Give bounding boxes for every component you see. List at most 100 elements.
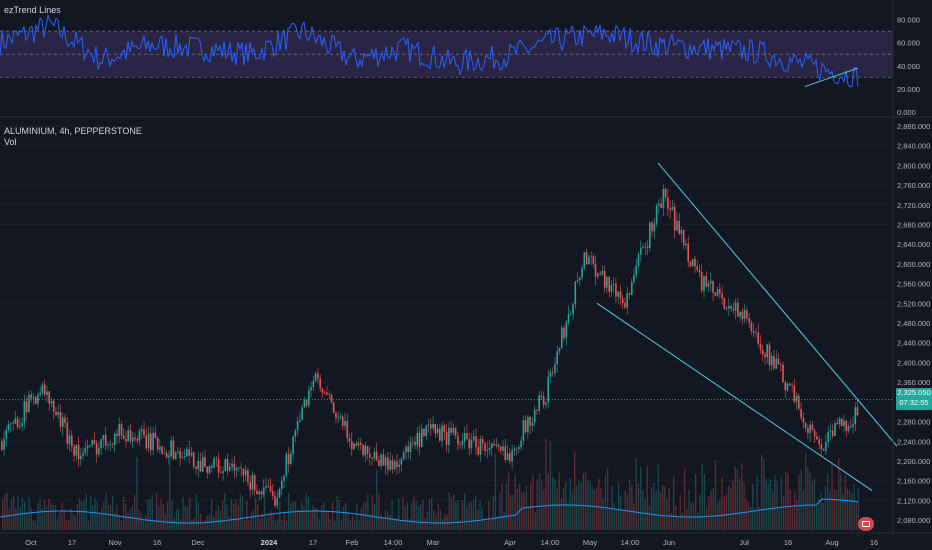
candle-body <box>120 423 123 436</box>
candle-body <box>493 443 495 446</box>
volume-bar <box>501 483 503 530</box>
candle-body <box>732 308 735 311</box>
candle-body <box>238 467 240 469</box>
candle-body <box>283 475 285 482</box>
candle-body <box>459 444 461 446</box>
volume-bar <box>72 513 74 530</box>
volume-bar <box>255 497 257 530</box>
candle-body <box>330 394 333 403</box>
volume-bar <box>431 497 433 530</box>
candle-body <box>294 430 297 437</box>
x-tick-17: Aug <box>825 538 838 547</box>
candle-body <box>500 446 502 451</box>
volume-bar <box>68 519 70 530</box>
candle-body <box>12 423 14 425</box>
volume-bar <box>156 492 158 530</box>
volume-bar <box>415 501 417 530</box>
candle-body <box>804 423 807 428</box>
volume-bar <box>855 500 857 530</box>
volume-bar <box>571 491 574 530</box>
candle-body <box>362 444 364 456</box>
candle-body <box>696 266 698 270</box>
candle-body <box>116 433 118 436</box>
candle-body <box>522 420 525 441</box>
volume-bar <box>756 475 758 530</box>
candle-body <box>393 461 396 470</box>
candle-body <box>34 397 37 404</box>
candle-body <box>463 433 466 442</box>
volume-bar <box>158 506 160 530</box>
volume-bar <box>360 508 362 530</box>
volume-bar <box>257 504 259 530</box>
candle-body <box>247 470 249 483</box>
volume-bar <box>576 484 578 530</box>
candle-body <box>669 208 671 211</box>
candle-body <box>109 444 111 445</box>
x-tick-11: 14:00 <box>541 538 560 547</box>
price-tick-16: 2,240.000 <box>897 437 930 446</box>
volume-bar <box>404 507 406 530</box>
volume-bar <box>477 509 479 530</box>
volume-bar <box>798 475 800 530</box>
volume-bar <box>712 488 714 530</box>
candle-body <box>558 348 561 352</box>
candle-body <box>743 310 746 319</box>
volume-bar <box>2 499 4 530</box>
volume-bar <box>778 508 780 530</box>
volume-bar <box>189 497 191 530</box>
bar-countdown: 07:32:55 <box>899 398 929 407</box>
price-tick-8: 2,560.000 <box>897 280 930 289</box>
candle-body <box>497 444 500 447</box>
candle-body <box>118 423 120 436</box>
candle-body <box>213 458 215 468</box>
candle-body <box>71 435 73 447</box>
candle-body <box>299 420 301 422</box>
candle-body <box>102 434 105 440</box>
candle-body <box>242 468 245 476</box>
candle-body <box>407 446 409 452</box>
volume-bar <box>424 517 426 530</box>
x-tick-3: 16 <box>153 538 161 547</box>
candle-body <box>323 392 326 394</box>
volume-bar <box>824 486 827 530</box>
volume-bar <box>230 498 233 530</box>
volume-bar <box>134 495 136 530</box>
candle-body <box>360 442 362 445</box>
candle-body <box>542 396 545 405</box>
volume-bar <box>475 496 477 530</box>
volume-bar <box>200 513 202 530</box>
candle-body <box>197 460 199 469</box>
volume-bar <box>398 498 400 530</box>
candle-body <box>414 441 416 446</box>
volume-bar <box>402 496 404 530</box>
candle-body <box>107 444 109 446</box>
volume-bar <box>197 501 200 530</box>
x-tick-18: 16 <box>870 538 878 547</box>
volume-bar <box>112 496 114 530</box>
volume-bar <box>642 490 644 530</box>
candle-body <box>820 444 823 450</box>
volume-bar <box>519 484 521 530</box>
candle-body <box>746 310 748 319</box>
candle-body <box>260 491 263 495</box>
candle-body <box>16 418 19 427</box>
volume-bar <box>574 451 576 530</box>
volume-bar <box>827 473 829 530</box>
candle-body <box>662 188 665 208</box>
candle-body <box>98 448 100 455</box>
volume-bar <box>706 507 708 530</box>
volume-bar <box>686 508 688 530</box>
candle-body <box>807 427 809 434</box>
volume-bar <box>631 485 633 530</box>
calendar-icon[interactable] <box>858 517 874 531</box>
volume-bar <box>556 488 558 530</box>
volume-bar <box>32 520 35 530</box>
volume-bar <box>37 503 39 530</box>
candle-body <box>705 276 708 287</box>
candle-body <box>122 435 125 439</box>
candle-body <box>68 435 71 444</box>
volume-bar <box>299 509 301 530</box>
candle-body <box>734 302 737 311</box>
candle-body <box>373 451 376 459</box>
candle-body <box>723 298 726 310</box>
